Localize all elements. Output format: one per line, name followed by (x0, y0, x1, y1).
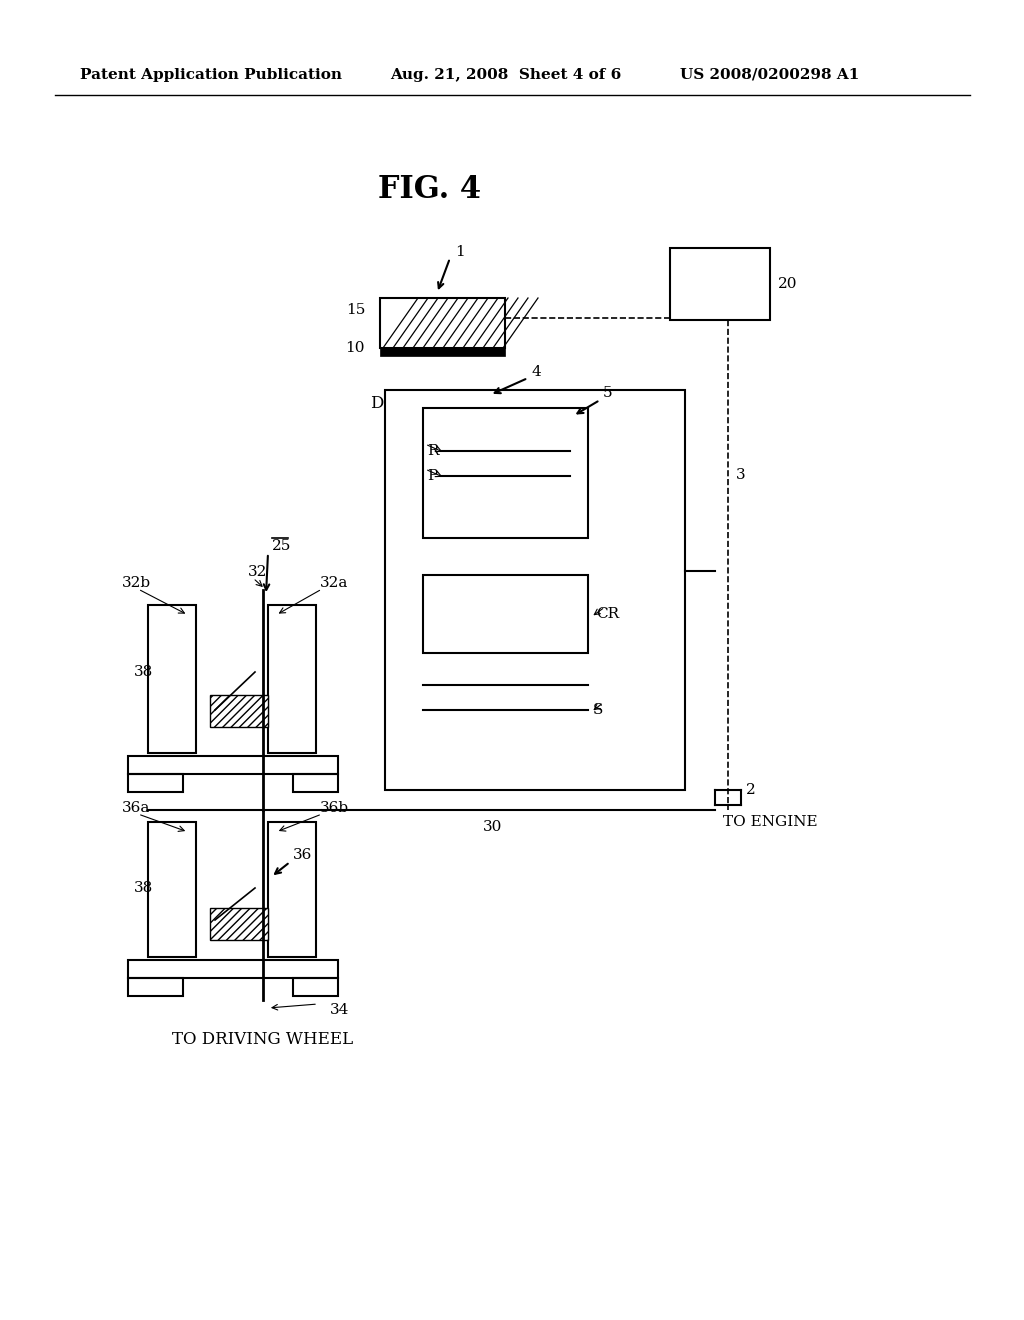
Bar (148, 822, 196, 957)
Bar (380, 298, 505, 348)
Text: D: D (370, 395, 383, 412)
Bar (268, 605, 316, 752)
Text: 3: 3 (736, 469, 745, 482)
Text: 4: 4 (531, 366, 541, 379)
Bar (385, 389, 685, 789)
Text: 36a: 36a (122, 801, 151, 814)
Text: CR: CR (596, 607, 620, 620)
Text: Patent Application Publication: Patent Application Publication (80, 69, 342, 82)
Text: FIG. 4: FIG. 4 (379, 174, 481, 206)
Text: 36b: 36b (319, 801, 349, 814)
Bar (423, 576, 588, 653)
Text: 1: 1 (455, 246, 465, 259)
Text: 2: 2 (746, 783, 756, 797)
Text: 34: 34 (330, 1003, 349, 1016)
Bar (670, 248, 770, 319)
Bar (148, 605, 196, 752)
Text: 10: 10 (345, 341, 365, 355)
Bar (423, 408, 588, 539)
Text: 38: 38 (134, 665, 154, 678)
Text: 25: 25 (272, 539, 292, 553)
Text: US 2008/0200298 A1: US 2008/0200298 A1 (680, 69, 859, 82)
Text: 5: 5 (603, 385, 612, 400)
Bar (128, 960, 338, 978)
Text: 15: 15 (346, 304, 365, 317)
Text: P: P (427, 469, 437, 483)
Text: 38: 38 (134, 880, 154, 895)
Text: TO ENGINE: TO ENGINE (723, 814, 817, 829)
Bar (210, 696, 268, 727)
Bar (380, 348, 505, 356)
Bar (210, 908, 268, 940)
Text: 30: 30 (483, 820, 503, 834)
Text: 36: 36 (293, 847, 312, 862)
Text: 20: 20 (778, 277, 798, 290)
Text: R: R (427, 444, 438, 458)
Text: TO DRIVING WHEEL: TO DRIVING WHEEL (172, 1031, 353, 1048)
Bar (128, 756, 338, 774)
Bar (268, 822, 316, 957)
Text: 32a: 32a (319, 576, 348, 590)
Text: S: S (593, 704, 603, 717)
Bar (128, 774, 183, 792)
Bar (293, 978, 338, 997)
Text: Aug. 21, 2008  Sheet 4 of 6: Aug. 21, 2008 Sheet 4 of 6 (390, 69, 622, 82)
Bar (293, 774, 338, 792)
Text: 32: 32 (248, 565, 267, 579)
Text: 32b: 32b (122, 576, 152, 590)
Bar (128, 978, 183, 997)
